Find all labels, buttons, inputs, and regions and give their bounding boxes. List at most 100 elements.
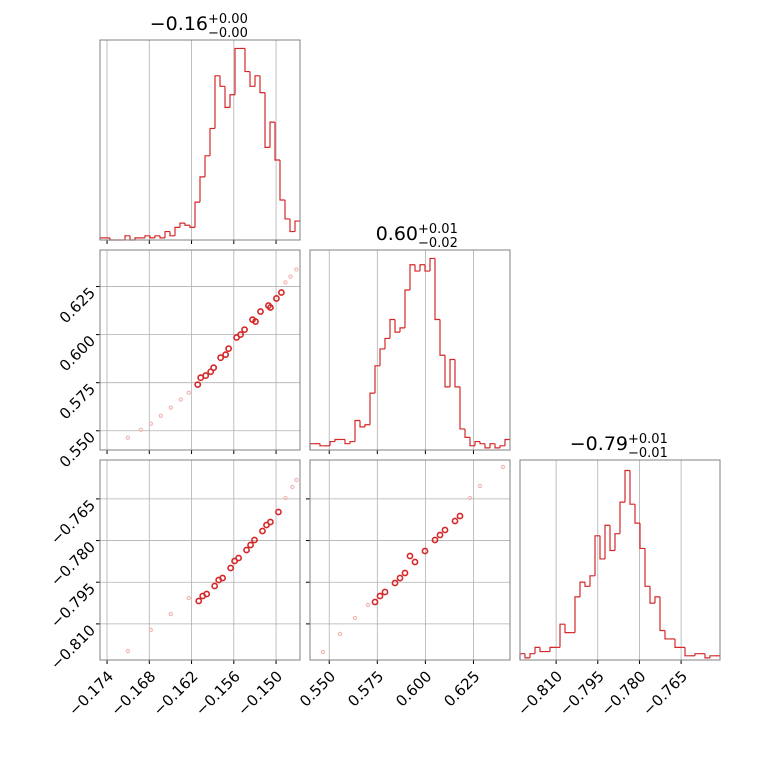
- histogram-step: [599, 535, 605, 560]
- sample-point: [431, 536, 439, 544]
- histogram-step: [394, 319, 400, 333]
- sample-point: [294, 267, 299, 272]
- histogram-step: [624, 469, 630, 503]
- histogram-step: [294, 220, 300, 232]
- histogram-step: [164, 230, 170, 238]
- panel-frame: [519, 459, 721, 661]
- sample-point: [477, 483, 483, 489]
- histogram-step: [564, 624, 570, 634]
- histogram-step: [399, 327, 405, 333]
- sample-point: [211, 582, 219, 590]
- y-tick-label: −0.765: [47, 496, 99, 548]
- panel: [96, 249, 301, 454]
- sample-point: [231, 557, 238, 565]
- sample-point: [225, 345, 232, 353]
- histogram-step: [369, 392, 375, 425]
- histogram-step: [524, 653, 530, 659]
- sample-point: [267, 304, 274, 311]
- histogram-step: [559, 623, 565, 648]
- histogram-step: [269, 121, 275, 148]
- title-value: −0.79: [570, 433, 628, 455]
- histogram-step: [539, 647, 545, 653]
- sample-point: [290, 484, 295, 490]
- sample-point: [227, 564, 235, 572]
- sample-point: [207, 368, 215, 376]
- sample-point: [158, 413, 164, 418]
- histogram-step: [309, 443, 315, 450]
- sample-point: [251, 536, 258, 544]
- histogram-step: [334, 438, 340, 442]
- histogram-step: [684, 647, 690, 657]
- histogram-step: [359, 420, 365, 428]
- histogram-step: [224, 86, 230, 108]
- y-tick-label: −0.810: [47, 621, 99, 673]
- sample-point: [195, 597, 203, 605]
- histogram-step: [469, 437, 475, 447]
- sample-point: [352, 615, 358, 621]
- histogram-step: [504, 438, 510, 446]
- histogram-step: [584, 582, 590, 587]
- panel: [96, 459, 301, 664]
- sample-point: [500, 464, 506, 470]
- histogram-step: [414, 264, 420, 272]
- sample-point: [259, 527, 266, 535]
- sample-point: [365, 602, 371, 608]
- sample-point: [168, 611, 173, 617]
- histogram-step: [489, 443, 495, 448]
- histogram-step: [454, 359, 460, 388]
- x-tick-label: −0.162: [150, 667, 202, 719]
- histogram-step: [144, 235, 150, 238]
- histogram-step: [519, 653, 525, 660]
- sample-point: [148, 421, 154, 426]
- histogram-step: [354, 419, 360, 442]
- histogram-step: [609, 525, 615, 552]
- histogram-step: [484, 443, 490, 449]
- sample-point: [456, 512, 464, 520]
- x-tick-label: 0.550: [296, 667, 339, 710]
- sample-point: [125, 648, 131, 654]
- sample-point: [283, 280, 288, 285]
- histogram-step: [704, 653, 710, 659]
- histogram-step: [229, 94, 235, 108]
- histogram-step: [694, 653, 700, 656]
- panel-frame: [309, 249, 511, 451]
- sample-point: [411, 558, 419, 566]
- histogram-step: [349, 440, 355, 444]
- title-upper: +0.00: [208, 12, 248, 27]
- title-lower: −0.00: [208, 26, 248, 41]
- sample-point: [441, 526, 449, 534]
- histogram-step: [534, 646, 540, 654]
- sample-point: [467, 495, 473, 501]
- histogram-step: [459, 386, 465, 430]
- y-tick-label: −0.780: [47, 538, 99, 590]
- histogram-step: [574, 596, 580, 633]
- histogram-step: [674, 638, 680, 648]
- y-tick-label: 0.550: [56, 428, 99, 471]
- sample-point: [217, 354, 225, 362]
- histogram-step: [644, 548, 650, 587]
- histogram-step: [409, 264, 415, 290]
- histogram-step: [134, 237, 140, 240]
- histogram-step: [184, 223, 190, 226]
- title-upper: +0.01: [418, 222, 458, 237]
- sample-point: [263, 521, 270, 529]
- sample-point: [222, 351, 230, 359]
- sample-point: [288, 274, 293, 279]
- histogram-step: [549, 646, 555, 652]
- histogram-step: [374, 365, 380, 394]
- histogram-step: [214, 75, 220, 129]
- histogram-step: [664, 630, 670, 640]
- histogram-step: [259, 75, 265, 94]
- histogram-step: [249, 71, 255, 87]
- histogram-step: [379, 348, 385, 366]
- histogram-step: [529, 653, 535, 658]
- histogram-step: [404, 289, 410, 328]
- sample-point: [252, 318, 259, 325]
- x-tick-label: −0.150: [234, 667, 286, 719]
- histogram-step: [499, 445, 505, 448]
- histogram-step: [279, 160, 285, 201]
- y-tick-label: 0.575: [56, 380, 99, 423]
- histogram-step: [419, 264, 425, 272]
- sample-point: [194, 381, 202, 389]
